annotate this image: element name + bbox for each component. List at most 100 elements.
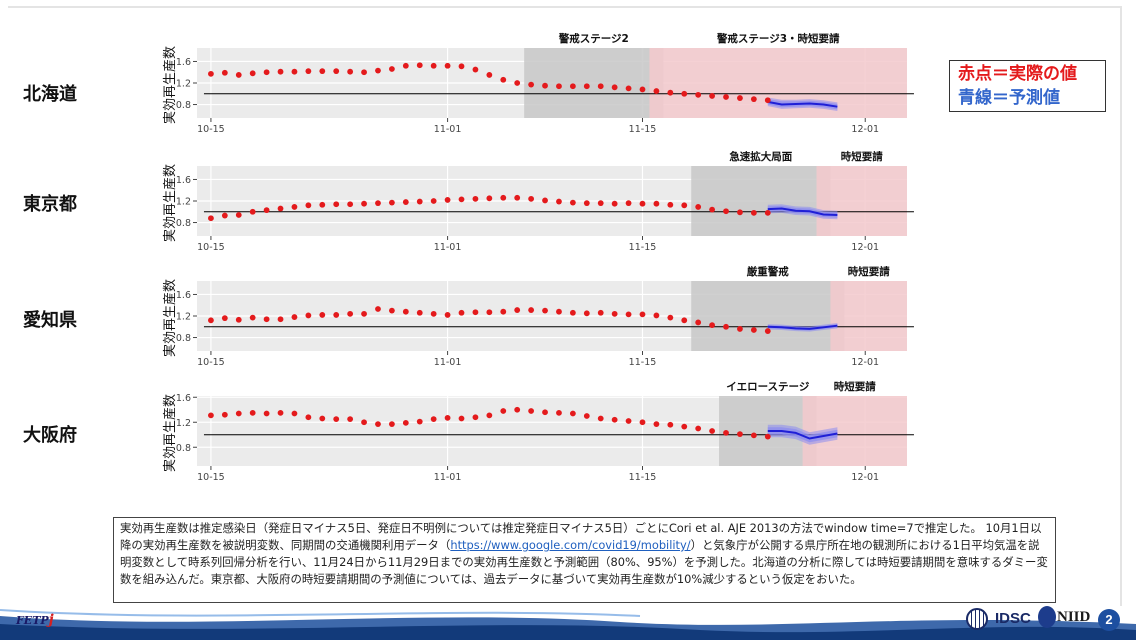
actual-point xyxy=(653,88,660,94)
y-tick-label: 1.6 xyxy=(176,393,191,404)
legend-box: 赤点＝実際の値 青線＝予測値 xyxy=(949,60,1106,112)
actual-point xyxy=(514,80,521,86)
period-label: 時短要請 xyxy=(848,265,890,278)
x-tick-label: 10-15 xyxy=(197,124,225,135)
actual-point xyxy=(737,95,743,101)
actual-point xyxy=(583,200,590,207)
actual-point xyxy=(764,97,771,104)
period-label: イエローステージ xyxy=(726,381,810,393)
actual-point xyxy=(389,307,395,314)
actual-point xyxy=(221,69,228,76)
actual-point xyxy=(472,309,479,316)
y-tick-label: 1.6 xyxy=(176,290,191,301)
fetp-logo-j: j xyxy=(48,612,54,628)
y-tick-label: 1.2 xyxy=(176,197,191,208)
prefecture-label-osaka: 大阪府 xyxy=(23,425,77,446)
actual-point xyxy=(263,69,270,76)
actual-point xyxy=(444,197,451,203)
actual-point xyxy=(444,414,451,421)
actual-point xyxy=(723,94,729,100)
actual-point xyxy=(709,428,715,434)
period-label: 警戒ステージ2 xyxy=(558,32,629,45)
actual-point xyxy=(737,209,743,216)
actual-point xyxy=(681,90,688,97)
y-axis-label: 実効再生産数 xyxy=(162,279,178,357)
note-text-before: 実効再生産数は推定感染日（発症日マイナス5日、発症日不明例については推定発症日マ… xyxy=(120,521,1042,552)
actual-point xyxy=(361,419,367,426)
chart-aichi: 厳重警戒 時短要請 0.8 1.2 1.6 10-15 11-01 11-15 12-01 実効再… xyxy=(162,265,914,368)
actual-point xyxy=(221,411,228,418)
methods-note: 実効再生産数は推定感染日（発症日マイナス5日、発症日不明例については推定発症日マ… xyxy=(113,517,1056,603)
actual-point xyxy=(639,311,646,318)
x-tick-label: 10-15 xyxy=(197,242,225,253)
actual-point xyxy=(723,323,729,330)
actual-point xyxy=(472,414,479,421)
legend-forecast-label: 青線＝予測値 xyxy=(958,88,1060,108)
actual-point xyxy=(750,327,757,333)
x-tick-label: 11-01 xyxy=(434,242,462,253)
shaded-period-pink xyxy=(830,281,907,351)
actual-point xyxy=(737,431,743,438)
actual-point xyxy=(667,421,674,428)
actual-point xyxy=(528,307,535,313)
actual-point xyxy=(277,68,284,75)
period-label: 厳重警戒 xyxy=(747,265,789,278)
actual-point xyxy=(208,215,214,222)
actual-point xyxy=(235,212,242,218)
actual-point xyxy=(402,308,409,315)
actual-point xyxy=(347,201,354,208)
actual-point xyxy=(695,91,702,98)
actual-point xyxy=(695,319,702,326)
actual-point xyxy=(528,195,535,202)
x-tick-label: 11-01 xyxy=(434,472,462,483)
actual-point xyxy=(709,206,715,213)
idsc-logo: IDSC xyxy=(995,610,1031,627)
actual-point xyxy=(277,316,284,323)
actual-point xyxy=(333,68,340,75)
actual-point xyxy=(639,200,646,207)
shaded-period-gray xyxy=(524,48,664,118)
actual-point xyxy=(556,198,562,205)
period-label: 警戒ステージ3・時短要請 xyxy=(716,32,840,45)
actual-point xyxy=(653,200,660,207)
y-tick-label: 0.8 xyxy=(176,100,191,111)
actual-point xyxy=(500,308,507,315)
actual-point xyxy=(208,317,214,324)
x-tick-label: 11-01 xyxy=(434,124,462,135)
actual-point xyxy=(347,310,354,317)
actual-point xyxy=(556,308,562,315)
chart-panel-tokyo: 急速拡大局面 時短要請 0.8 1.2 1.6 10-15 11-01 11-15 12-01 実… xyxy=(60,144,920,256)
actual-point xyxy=(695,425,702,432)
fetp-logo-text: FETP xyxy=(16,614,49,627)
forecast-line xyxy=(767,207,838,216)
period-label: 時短要請 xyxy=(841,150,883,163)
actual-point xyxy=(723,429,729,436)
actual-point xyxy=(667,89,674,96)
actual-point xyxy=(458,309,465,316)
actual-point xyxy=(263,207,270,214)
chart-panel-osaka: イエローステージ 時短要請 0.8 1.2 1.6 10-15 11-01 11-15 12-0… xyxy=(60,374,920,486)
x-tick-label: 11-15 xyxy=(629,472,657,483)
actual-point xyxy=(625,85,632,92)
actual-point xyxy=(277,205,284,212)
actual-point xyxy=(430,198,437,204)
actual-point xyxy=(389,199,395,206)
actual-point xyxy=(389,421,395,428)
globe-icon xyxy=(966,608,988,630)
x-tick-label: 12-01 xyxy=(851,357,879,368)
actual-point xyxy=(556,83,562,90)
actual-point xyxy=(639,419,646,426)
actual-point xyxy=(486,412,493,419)
chart-hokkaido: 警戒ステージ2 警戒ステージ3・時短要請 0.8 1.2 1.6 10-15 11-01 11… xyxy=(162,32,914,135)
actual-point xyxy=(221,315,228,322)
actual-point xyxy=(249,314,256,321)
actual-point xyxy=(597,200,604,207)
actual-point xyxy=(597,309,604,316)
y-tick-label: 1.6 xyxy=(176,175,191,186)
actual-point xyxy=(514,307,521,313)
actual-point xyxy=(430,62,437,69)
actual-point xyxy=(333,312,340,318)
actual-point xyxy=(375,200,381,207)
mobility-data-link[interactable]: https://www.google.com/covid19/mobility/ xyxy=(450,538,691,552)
forecast-line xyxy=(767,100,838,108)
